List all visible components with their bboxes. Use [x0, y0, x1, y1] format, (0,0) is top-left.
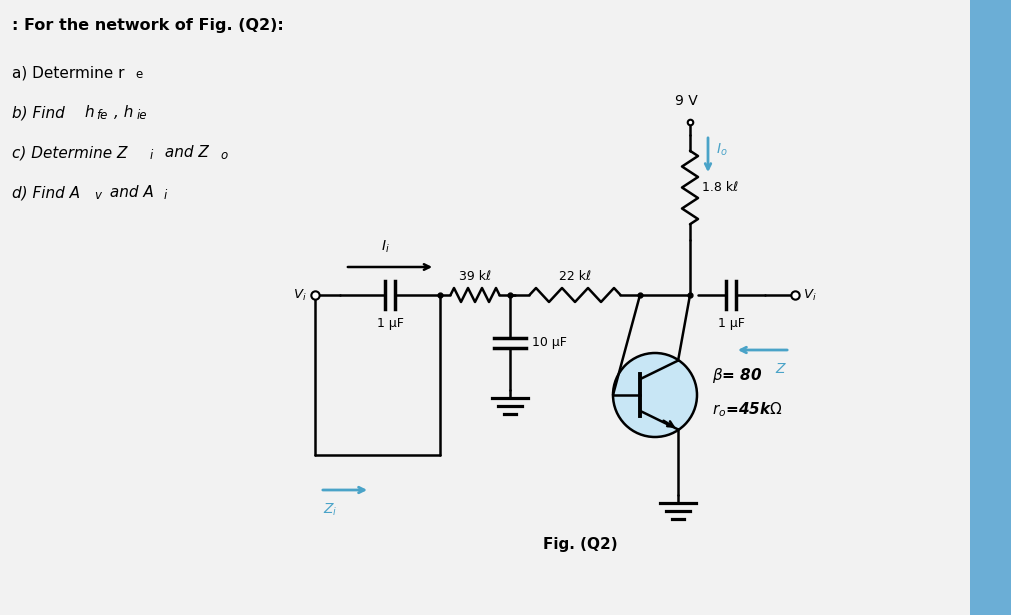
Text: ie: ie — [136, 109, 148, 122]
Text: $\beta$= 80: $\beta$= 80 — [712, 365, 761, 384]
Text: $V_i$: $V_i$ — [293, 287, 306, 303]
Text: 9 V: 9 V — [674, 94, 697, 108]
Text: b) Find: b) Find — [12, 105, 70, 120]
Text: : For the network of Fig. (Q2):: : For the network of Fig. (Q2): — [12, 18, 283, 33]
Text: 1 μF: 1 μF — [718, 317, 744, 330]
Text: Z: Z — [774, 362, 784, 376]
Text: 10 μF: 10 μF — [532, 336, 566, 349]
Text: d) Find A: d) Find A — [12, 185, 80, 200]
Text: o: o — [219, 149, 227, 162]
Text: e: e — [134, 68, 143, 81]
Text: 1.8 kℓ: 1.8 kℓ — [702, 181, 737, 194]
Text: and Z: and Z — [160, 145, 208, 160]
Text: Fig. (Q2): Fig. (Q2) — [542, 538, 617, 552]
Text: v: v — [94, 189, 101, 202]
Circle shape — [613, 353, 697, 437]
Text: $\mathit{I_i}$: $\mathit{I_i}$ — [380, 239, 389, 255]
Text: 39 kℓ: 39 kℓ — [458, 270, 490, 283]
Text: and A: and A — [105, 185, 154, 200]
Text: , h: , h — [114, 105, 133, 120]
Text: $r_o$=45k$\Omega$: $r_o$=45k$\Omega$ — [712, 400, 782, 419]
Text: $\mathit{Z_i}$: $\mathit{Z_i}$ — [323, 502, 337, 518]
Text: h: h — [84, 105, 94, 120]
Text: fe: fe — [96, 109, 107, 122]
Text: 1 μF: 1 μF — [376, 317, 403, 330]
Text: c) Determine Z: c) Determine Z — [12, 145, 127, 160]
Text: a) Determine r: a) Determine r — [12, 65, 124, 80]
Bar — [969, 0, 1011, 615]
Text: i: i — [164, 189, 167, 202]
Text: $\mathit{I_o}$: $\mathit{I_o}$ — [716, 142, 727, 158]
Text: $V_i$: $V_i$ — [802, 287, 816, 303]
Text: i: i — [150, 149, 153, 162]
Text: 22 kℓ: 22 kℓ — [558, 270, 590, 283]
